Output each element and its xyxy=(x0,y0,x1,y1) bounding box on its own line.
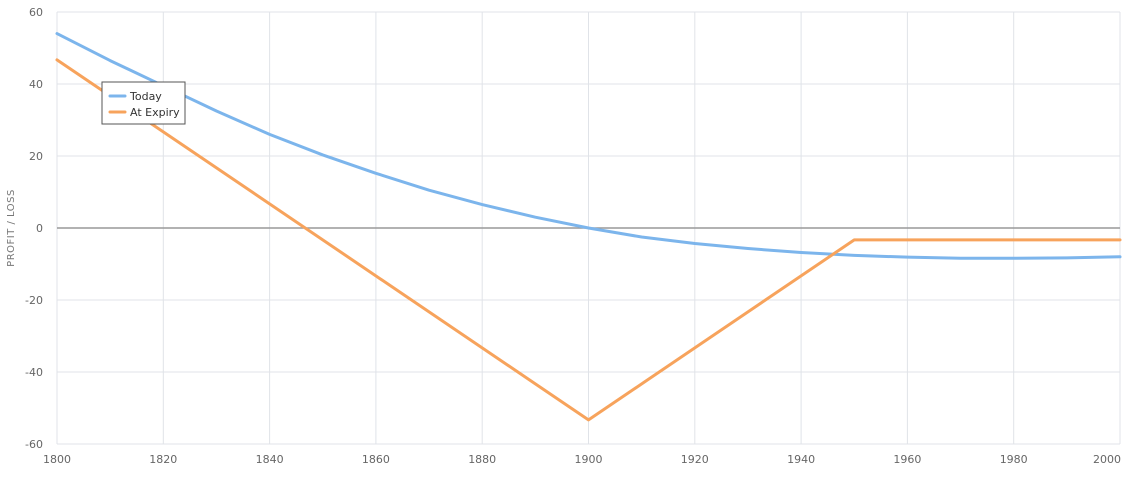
axes: 1800 1820 1840 1860 1880 1900 1920 1940 1960 1980… xyxy=(6,6,1121,466)
legend-label: At Expiry xyxy=(130,106,180,119)
y-tick-label: -40 xyxy=(25,366,43,379)
legend-label: Today xyxy=(129,90,162,103)
y-tick-label: -60 xyxy=(25,438,43,451)
legend: Today At Expiry xyxy=(101,81,186,125)
legend-box xyxy=(101,81,186,125)
series-line-at-expiry xyxy=(55,58,1122,422)
y-tick-label: 20 xyxy=(29,150,43,163)
grid xyxy=(56,11,1121,445)
y-tick-label: -20 xyxy=(25,294,43,307)
series-lines xyxy=(55,32,1122,422)
x-tick-label: 1800 xyxy=(43,453,71,466)
series-line-today xyxy=(55,32,1122,260)
y-tick-label: 40 xyxy=(29,78,43,91)
x-tick-label: 1940 xyxy=(787,453,815,466)
x-tick-label: 1860 xyxy=(362,453,390,466)
x-tick-label: 2000 xyxy=(1093,453,1121,466)
x-tick-label: 1900 xyxy=(575,453,603,466)
x-tick-label: 1960 xyxy=(893,453,921,466)
y-tick-label: 0 xyxy=(36,222,43,235)
y-axis-title: PROFIT / LOSS xyxy=(6,189,17,267)
x-tick-label: 1920 xyxy=(681,453,709,466)
x-tick-label: 1880 xyxy=(468,453,496,466)
y-tick-label: 60 xyxy=(29,6,43,19)
x-tick-label: 1820 xyxy=(149,453,177,466)
x-tick-label: 1980 xyxy=(1000,453,1028,466)
x-tick-label: 1840 xyxy=(256,453,284,466)
